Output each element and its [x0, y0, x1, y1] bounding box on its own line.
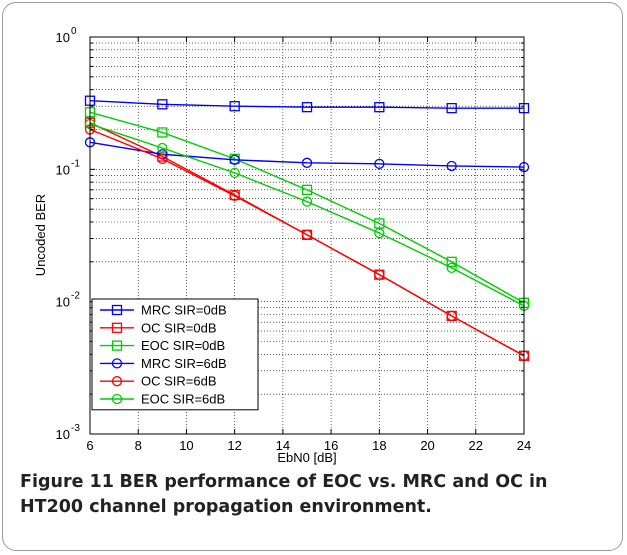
legend-item: MRC SIR=6dB — [100, 356, 227, 371]
x-tick-label: 14 — [276, 438, 290, 453]
data-point-circle — [446, 262, 457, 274]
legend-item: EOC SIR=6dB — [100, 392, 225, 407]
y-tick-exponent: -2 — [71, 291, 80, 302]
x-tick-label: 24 — [517, 438, 531, 453]
data-point-square — [446, 256, 457, 267]
legend-marker-square — [111, 340, 123, 351]
y-axis-label: Uncoded BER — [33, 194, 48, 276]
data-point-square — [157, 99, 168, 110]
series-line — [89, 100, 524, 109]
y-tick-exponent: -3 — [71, 423, 80, 434]
data-point-circle — [446, 160, 457, 172]
x-tick-label: 16 — [324, 438, 338, 453]
data-point-square — [301, 184, 313, 195]
legend-label: OC SIR=6dB — [141, 374, 217, 389]
y-tick-label: 10 — [56, 162, 70, 177]
legend-marker-circle — [111, 358, 123, 369]
data-point-circle — [229, 154, 240, 165]
legend-label: MRC SIR=6dB — [141, 356, 227, 371]
data-point-circle — [301, 157, 313, 168]
data-point-circle — [374, 158, 385, 170]
data-point-circle — [374, 227, 385, 239]
legend-item: OC SIR=6dB — [100, 374, 217, 389]
legend-marker-square — [111, 322, 123, 333]
series-eoc-sir-6db — [84, 118, 530, 311]
x-tick-label: 6 — [86, 438, 93, 453]
data-point-circle — [229, 190, 240, 202]
x-tick-label: 8 — [135, 438, 142, 453]
x-tick-label: 10 — [179, 438, 193, 453]
y-tick-exponent: 0 — [71, 26, 77, 37]
data-point-circle — [157, 142, 168, 154]
series-line — [89, 111, 525, 304]
legend-label: OC SIR=0dB — [141, 320, 217, 335]
y-tick-label: 10 — [56, 295, 70, 310]
legend-label: EOC SIR=0dB — [141, 338, 225, 353]
data-point-square — [301, 102, 313, 113]
figure-caption: Figure 11 BER performance of EOC vs. MRC… — [20, 470, 610, 520]
legend-marker-circle — [111, 393, 123, 405]
data-point-square — [446, 102, 457, 114]
caption-label: Figure 11 — [20, 472, 114, 492]
data-point-square — [229, 101, 240, 112]
y-tick-label: 10 — [56, 30, 70, 45]
data-point-square — [157, 127, 168, 138]
legend: MRC SIR=0dB OC SIR=0dB EOC SIR=0dB MRC SIR=… — [91, 298, 259, 411]
y-tick-label: 10 — [56, 427, 70, 442]
series-line — [89, 128, 525, 357]
legend-item: EOC SIR=0dB — [100, 338, 225, 353]
series-eoc-sir-0db — [84, 107, 530, 308]
x-tick-label: 22 — [469, 438, 483, 453]
series-line — [89, 123, 525, 307]
x-tick-label: 12 — [227, 438, 241, 453]
data-point-square — [374, 102, 385, 113]
data-point-circle — [301, 196, 313, 207]
data-point-circle — [229, 167, 240, 179]
legend-box — [91, 298, 259, 411]
legend-marker-circle — [111, 376, 123, 387]
data-point-circle — [157, 153, 168, 165]
y-tick-exponent: -1 — [71, 158, 80, 169]
series-mrc-sir-0db — [84, 95, 530, 114]
legend-item: OC SIR=0dB — [100, 320, 217, 335]
x-tick-label: 18 — [372, 438, 386, 453]
data-point-circle — [446, 310, 457, 322]
legend-marker-square — [111, 304, 123, 316]
x-tick-label: 20 — [420, 438, 434, 453]
legend-label: EOC SIR=6dB — [141, 392, 225, 407]
legend-item: MRC SIR=0dB — [100, 303, 227, 318]
series-lines — [84, 95, 530, 361]
data-point-circle — [374, 269, 385, 280]
legend-label: MRC SIR=0dB — [141, 303, 227, 318]
data-point-circle — [301, 229, 313, 240]
x-axis-label: EbN0 [dB] — [277, 450, 336, 465]
caption-text: BER performance of EOC vs. MRC and OC in… — [20, 472, 548, 517]
plot-border — [89, 36, 525, 435]
